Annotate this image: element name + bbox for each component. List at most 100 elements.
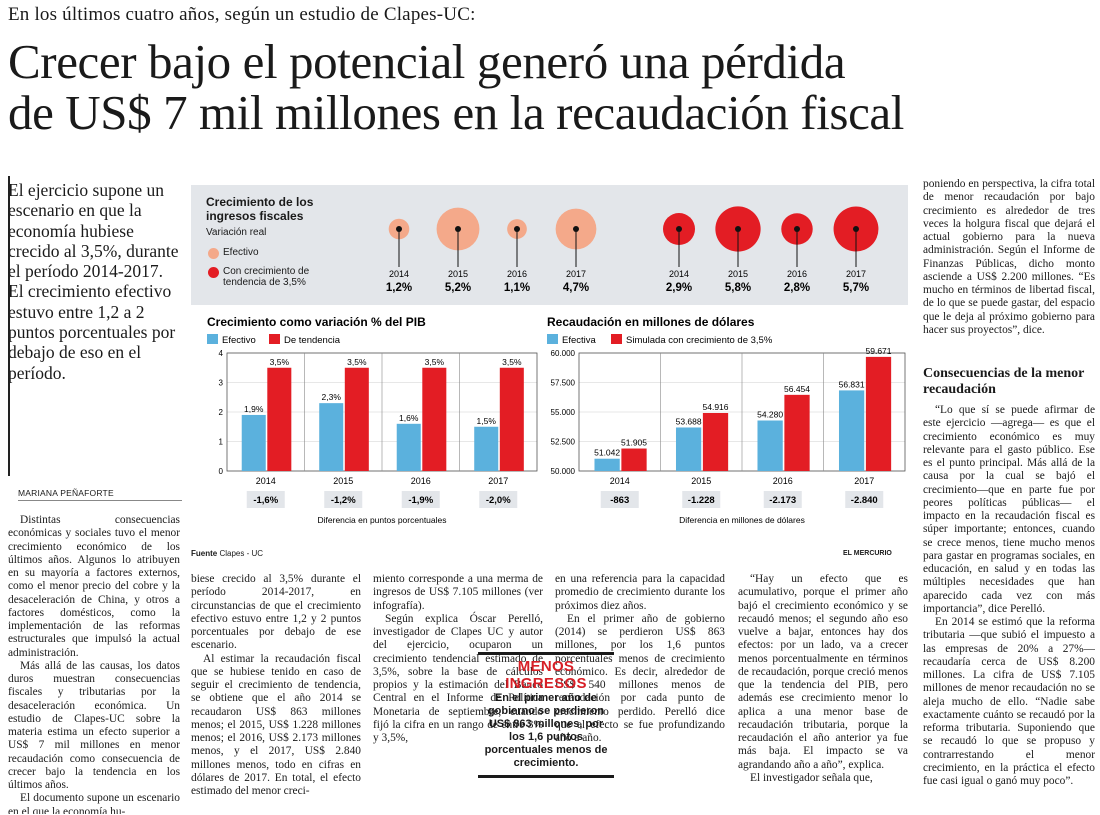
x-tick-label: 2014 [256, 476, 276, 486]
bar-value-label: 1,6% [399, 413, 419, 423]
bar-value-label: 51.042 [594, 448, 620, 458]
body-paragraph: En el primer año de gobierno (2014) se p… [555, 612, 725, 744]
bar-value-label: 3,5% [347, 357, 367, 367]
bar-blue-2015 [675, 427, 702, 471]
body-paragraph: En 2014 se estimó que la reforma tributa… [923, 616, 1095, 787]
body-paragraph: Más allá de las causas, los datos duros … [8, 659, 180, 791]
difference-value: -863 [610, 495, 629, 506]
bubble-value-label: 1,1% [504, 282, 530, 294]
difference-box [246, 491, 285, 508]
bar-red-2015 [344, 367, 369, 471]
body-paragraph: Según explica Óscar Perelló, investigado… [373, 612, 543, 744]
bar-value-label: 1,9% [244, 404, 264, 414]
legend-tendencia-swatch [208, 267, 219, 278]
difference-box [600, 491, 639, 508]
byline-rule [18, 500, 182, 501]
bar-red-2016 [784, 394, 810, 471]
bar-value-label: 56.831 [839, 379, 865, 389]
bar-value-label: 3,5% [270, 357, 290, 367]
bar-value-label: 2,3% [322, 392, 342, 402]
pib-bar-chart: Crecimiento como variación % del PIB Efec… [207, 315, 538, 525]
bar-blue-2015 [319, 403, 344, 471]
bubble-value-label: 5,7% [843, 282, 869, 294]
y-tick-label: 2 [219, 408, 224, 417]
bubble-year-label: 2016 [787, 269, 807, 279]
bubble-center-dot [676, 226, 682, 232]
bubble-year-label: 2015 [728, 269, 748, 279]
bar-blue-2017 [474, 426, 499, 471]
credit: EL MERCURIO [843, 550, 892, 557]
body-paragraph: El investigador señala que, [750, 771, 873, 784]
difference-axis-label: Diferencia en puntos porcentuales [318, 515, 447, 525]
bubble-year-label: 2015 [448, 269, 468, 279]
bubble-center-dot [853, 226, 859, 232]
bubble-value-label: 1,2% [386, 282, 412, 294]
bubbles-subtitle: Variación real [206, 227, 267, 238]
headline-line-2: de US$ 7 mil millones en la recaudación … [8, 85, 904, 140]
bubble-year-label: 2014 [669, 269, 689, 279]
headline: Crecer bajo el potencial generó una pérd… [8, 36, 1098, 138]
body-column-4: en una referencia para la capacidad prom… [555, 573, 725, 814]
body-column-2: biese crecido al 3,5% durante el período… [191, 573, 361, 814]
bar-red-2016 [422, 367, 447, 471]
bar-red-2017 [865, 356, 892, 471]
bar-red-2015 [702, 412, 729, 471]
difference-box [763, 491, 802, 508]
bar-value-label: 3,5% [425, 357, 445, 367]
y-tick-label: 52.500 [551, 438, 576, 447]
subheading: Consecuencias de la menor recaudación [923, 366, 1085, 397]
bubble-chart: 2014 1,2% 2015 5,2% 2016 1,1% 2017 4,7% 2014 2,9%… [386, 206, 879, 294]
bar-blue-2016 [396, 423, 421, 471]
legend-tendencia-label: Con crecimiento de tendencia de 3,5% [223, 266, 310, 288]
body-column-3: miento corresponde a una merma de ingres… [373, 573, 543, 814]
x-tick-label: 2016 [773, 476, 793, 486]
difference-box [324, 491, 363, 508]
bar-value-label: 54.280 [757, 409, 783, 419]
body-column-6a: poniendo en perspectiva, la cifra total … [923, 178, 1095, 363]
bubble-year-label: 2014 [389, 269, 409, 279]
y-tick-label: 60.000 [551, 349, 576, 358]
y-tick-label: 55.000 [551, 408, 576, 417]
body-column-6b: “Lo que sí se puede afirmar de este ejer… [923, 404, 1095, 814]
difference-axis-label: Diferencia en millones de dólares [679, 515, 805, 525]
legend-swatch [611, 334, 622, 344]
bar-blue-2014 [241, 414, 266, 471]
y-tick-label: 1 [219, 438, 224, 447]
difference-value: -1,9% [408, 495, 433, 506]
legend-efectivo-swatch [208, 248, 219, 259]
y-tick-label: 50.000 [551, 467, 576, 476]
body-paragraph: miento corresponde a una merma de ingres… [373, 573, 543, 612]
difference-value: -1.228 [688, 495, 715, 506]
bubbles-title: Crecimiento de los ingresos fiscales [206, 195, 314, 223]
body-column-1: Distintas consecuencias económicas y soc… [8, 514, 180, 814]
bubble-center-dot [794, 226, 800, 232]
bar-value-label: 59.671 [866, 346, 892, 356]
bubble-value-label: 2,9% [666, 282, 692, 294]
y-tick-label: 3 [219, 379, 224, 388]
headline-line-1: Crecer bajo el potencial generó una pérd… [8, 34, 846, 89]
bar-value-label: 53.688 [676, 416, 702, 426]
difference-box [682, 491, 721, 508]
bar-red-2014 [267, 367, 292, 471]
bubble-center-dot [573, 226, 579, 232]
legend-swatch [269, 334, 280, 344]
difference-value: -1,6% [253, 495, 278, 506]
body-paragraph: El documento supone un escenario en el q… [8, 792, 180, 814]
bubble-value-label: 5,2% [445, 282, 471, 294]
x-tick-label: 2017 [854, 476, 874, 486]
chart-title: Crecimiento como variación % del PIB [207, 315, 426, 329]
legend-efectivo-label: Efectivo [223, 247, 259, 258]
bubbles-panel [191, 185, 908, 305]
body-paragraph: “Hay un efecto que es acumulativo, porqu… [738, 573, 908, 771]
body-paragraph: Al estimar la recaudación fiscal que se … [191, 652, 361, 798]
x-tick-label: 2016 [411, 476, 431, 486]
infographic: Crecimiento de los ingresos fiscales Var… [191, 185, 908, 563]
legend-swatch [207, 334, 218, 344]
bar-blue-2016 [757, 420, 783, 471]
lead-paragraph: El ejercicio supone un escenario en que … [8, 180, 179, 383]
y-tick-label: 57.500 [551, 379, 576, 388]
body-column-5: “Hay un efecto que es acumulativo, porqu… [738, 573, 908, 814]
bubble-center-dot [514, 226, 520, 232]
source-value: Clapes - UC [219, 549, 264, 558]
difference-box [479, 491, 518, 508]
